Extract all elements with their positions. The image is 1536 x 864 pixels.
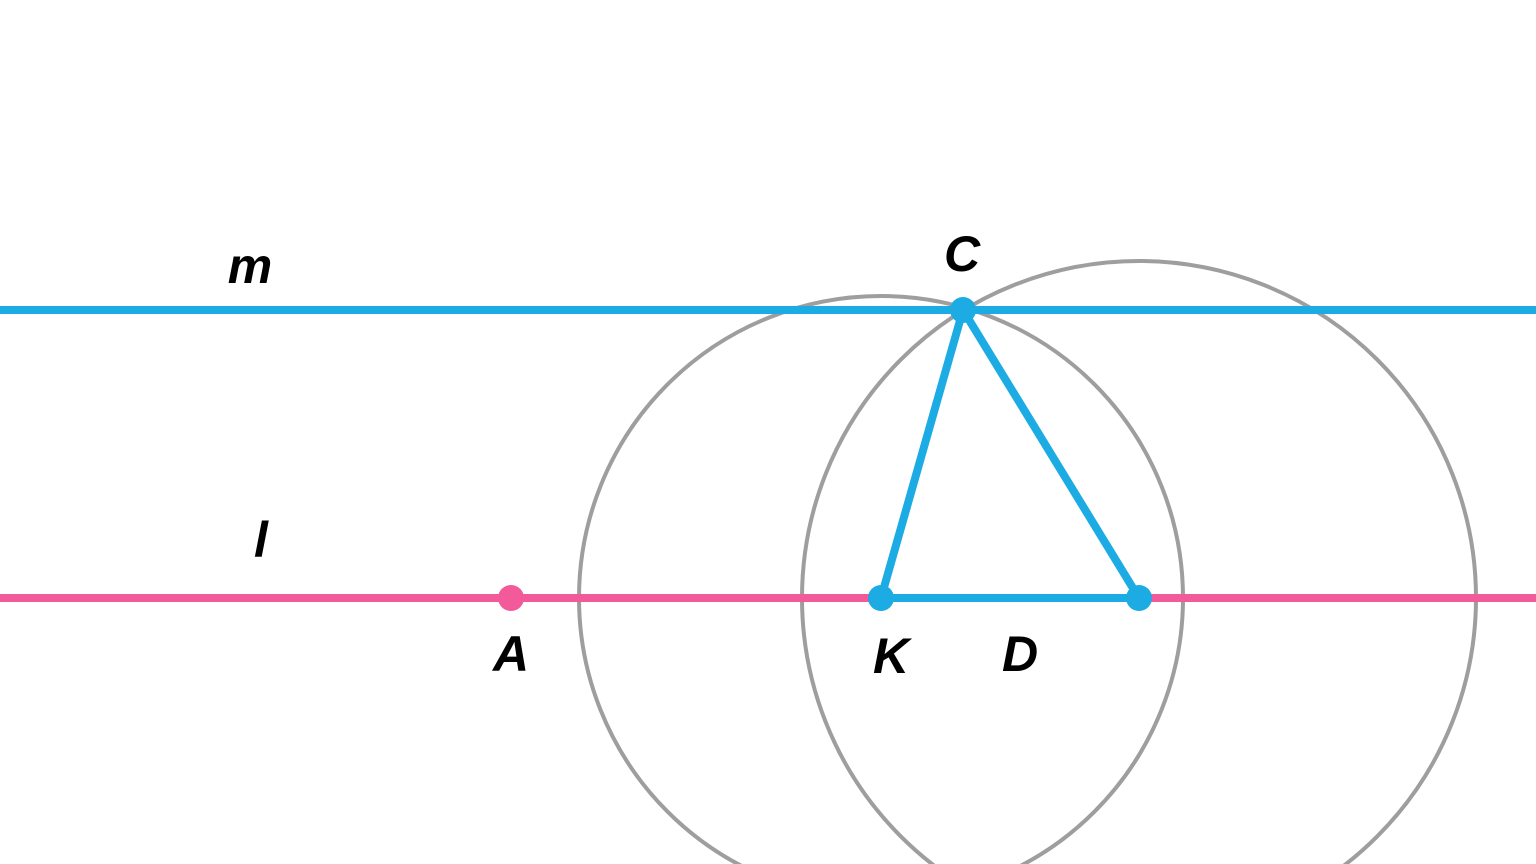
circle-circle2 [802, 261, 1476, 864]
triangle-edge-C-K [881, 310, 963, 598]
point-K [868, 585, 894, 611]
triangle-edge-E-C [963, 310, 1139, 598]
point-E [1126, 585, 1152, 611]
point-C [950, 297, 976, 323]
geometry-diagram [0, 0, 1536, 864]
point-A [498, 585, 524, 611]
